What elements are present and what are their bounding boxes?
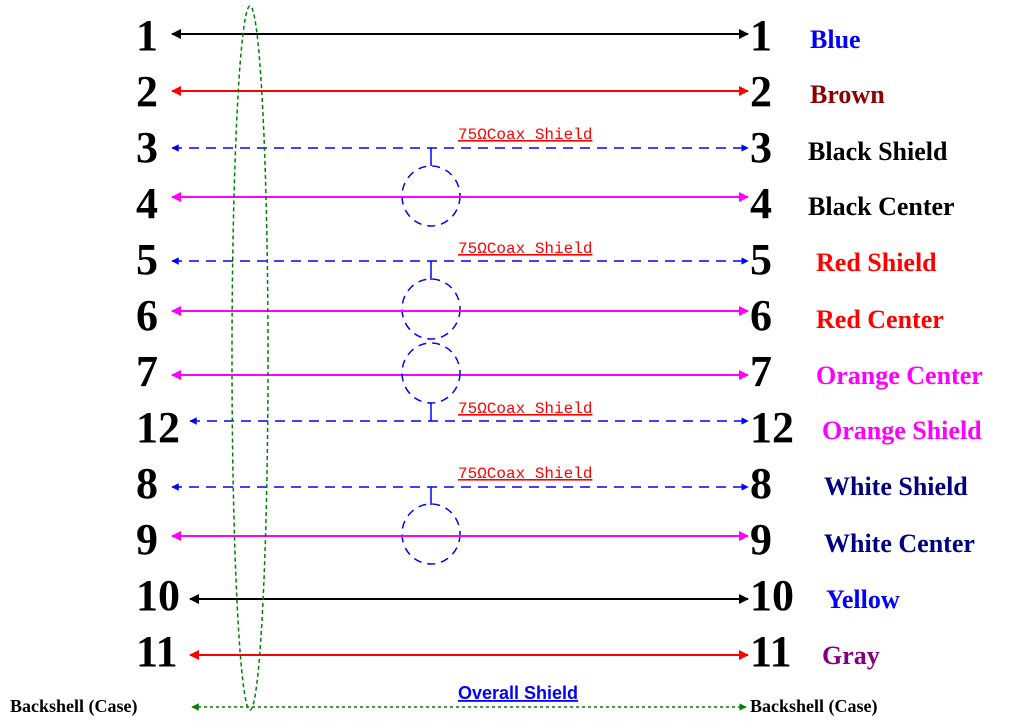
coax-shield-label-4: 75ΩCoax Shield — [458, 465, 592, 483]
wire-color-label-11: Gray — [822, 641, 880, 670]
right-pin-5: 5 — [750, 235, 772, 284]
wire-row-12: 12 12 Orange Shield — [136, 403, 982, 452]
wire-color-label-5: Red Shield — [816, 248, 937, 277]
wire-row-3: 3 3 Black Shield — [136, 123, 948, 172]
wire-color-label-2: Brown — [810, 80, 885, 109]
wire-row-1: 1 1 Blue — [136, 11, 861, 60]
left-pin-2: 2 — [136, 67, 158, 116]
wire-color-label-9: White Center — [824, 529, 975, 558]
left-pin-9: 9 — [136, 515, 158, 564]
coax-shield-label-1: 75ΩCoax Shield — [458, 126, 592, 144]
wire-row-11: 11 11 Gray — [136, 627, 880, 676]
wire-row-8: 8 8 White Shield — [136, 459, 968, 508]
overall-shield-label: Overall Shield — [458, 683, 578, 703]
right-pin-9: 9 — [750, 515, 772, 564]
wire-row-9: 9 9 White Center — [136, 515, 975, 564]
left-pin-6: 6 — [136, 291, 158, 340]
coax-ring-2 — [401, 278, 461, 340]
left-pin-12: 12 — [136, 403, 180, 452]
right-pin-3: 3 — [750, 123, 772, 172]
coax-ring-4 — [401, 503, 461, 565]
right-backshell-label: Backshell (Case) — [750, 696, 878, 717]
wire-color-label-8: White Shield — [824, 472, 968, 501]
right-pin-2: 2 — [750, 67, 772, 116]
right-pin-4: 4 — [750, 179, 772, 228]
wire-color-label-7: Orange Center — [816, 361, 983, 390]
wire-color-label-6: Red Center — [816, 305, 944, 334]
left-pin-10: 10 — [136, 571, 180, 620]
right-pin-12: 12 — [750, 403, 794, 452]
wire-color-label-12: Orange Shield — [822, 416, 982, 445]
wire-row-2: 2 2 Brown — [136, 67, 885, 116]
coax-ring-3 — [401, 342, 461, 404]
overall-shield-ellipse — [231, 5, 269, 711]
right-pin-1: 1 — [750, 11, 772, 60]
left-backshell-label: Backshell (Case) — [10, 696, 138, 717]
wire-row-10: 10 10 Yellow — [136, 571, 900, 620]
left-pin-5: 5 — [136, 235, 158, 284]
left-pin-3: 3 — [136, 123, 158, 172]
right-pin-8: 8 — [750, 459, 772, 508]
wire-row-7: 7 7 Orange Center — [136, 347, 983, 396]
left-pin-1: 1 — [136, 11, 158, 60]
wire-row-5: 5 5 Red Shield — [136, 235, 937, 284]
wire-color-label-1: Blue — [810, 25, 861, 54]
right-pin-10: 10 — [750, 571, 794, 620]
wire-row-4: 4 4 Black Center — [136, 179, 955, 228]
wire-color-label-3: Black Shield — [808, 137, 948, 166]
right-pin-7: 7 — [750, 347, 772, 396]
left-pin-4: 4 — [136, 179, 158, 228]
left-pin-8: 8 — [136, 459, 158, 508]
left-pin-11: 11 — [136, 627, 178, 676]
wire-color-label-4: Black Center — [808, 192, 955, 221]
coax-shield-label-2: 75ΩCoax Shield — [458, 240, 592, 258]
right-pin-6: 6 — [750, 291, 772, 340]
left-pin-7: 7 — [136, 347, 158, 396]
wire-row-6: 6 6 Red Center — [136, 291, 944, 340]
right-pin-11: 11 — [750, 627, 792, 676]
wire-color-label-10: Yellow — [826, 585, 900, 614]
coax-shield-label-3: 75ΩCoax Shield — [458, 400, 592, 418]
